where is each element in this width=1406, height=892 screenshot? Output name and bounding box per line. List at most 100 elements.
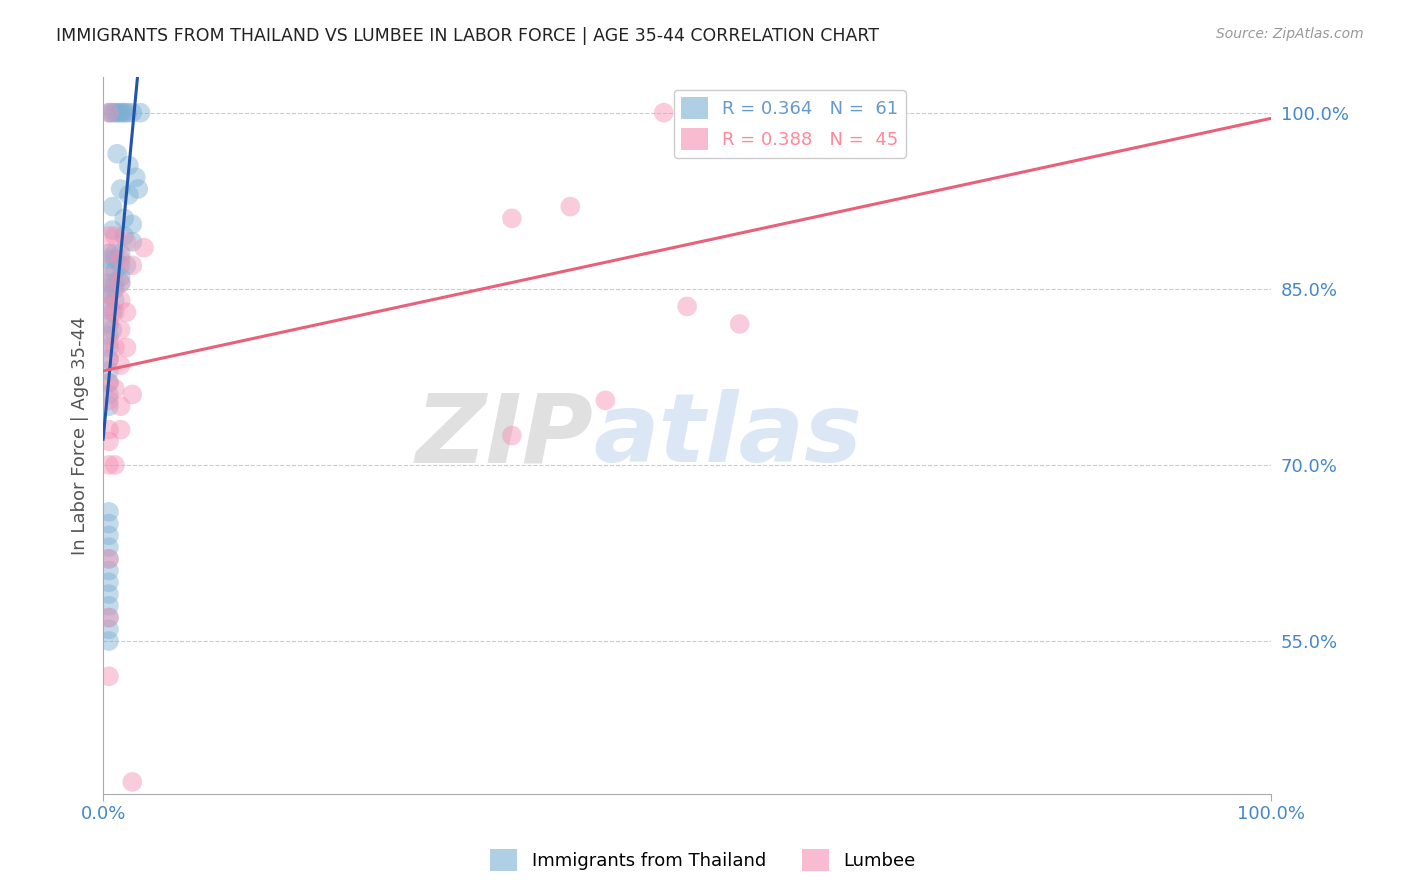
Point xyxy=(98,246,121,260)
Point xyxy=(98,282,121,296)
Point xyxy=(110,252,132,267)
Point xyxy=(501,211,523,226)
Point xyxy=(118,187,141,202)
Point xyxy=(98,105,121,120)
Point xyxy=(104,293,127,308)
Point xyxy=(98,575,121,590)
Point xyxy=(110,105,132,120)
Point xyxy=(98,610,121,624)
Point xyxy=(110,358,132,372)
Text: Source: ZipAtlas.com: Source: ZipAtlas.com xyxy=(1216,27,1364,41)
Point xyxy=(100,105,122,120)
Point xyxy=(98,299,121,313)
Point xyxy=(112,229,135,244)
Point xyxy=(104,458,127,472)
Point xyxy=(98,246,121,260)
Point xyxy=(111,105,134,120)
Point xyxy=(98,564,121,578)
Point xyxy=(107,105,129,120)
Point xyxy=(121,775,143,789)
Point xyxy=(98,276,121,290)
Point xyxy=(110,276,132,290)
Point xyxy=(98,270,121,285)
Point xyxy=(98,317,121,331)
Point xyxy=(110,423,132,437)
Point xyxy=(129,105,152,120)
Point xyxy=(98,317,121,331)
Text: IMMIGRANTS FROM THAILAND VS LUMBEE IN LABOR FORCE | AGE 35-44 CORRELATION CHART: IMMIGRANTS FROM THAILAND VS LUMBEE IN LA… xyxy=(56,27,879,45)
Point xyxy=(104,341,127,355)
Point xyxy=(676,299,699,313)
Legend: Immigrants from Thailand, Lumbee: Immigrants from Thailand, Lumbee xyxy=(482,842,924,879)
Point xyxy=(104,246,127,260)
Point xyxy=(98,399,121,413)
Point xyxy=(110,270,132,285)
Point xyxy=(98,423,121,437)
Point xyxy=(121,387,143,401)
Point xyxy=(110,258,132,272)
Point xyxy=(110,293,132,308)
Point xyxy=(121,258,143,272)
Point xyxy=(839,141,862,155)
Point xyxy=(728,317,751,331)
Point xyxy=(501,428,523,442)
Point xyxy=(595,393,617,408)
Point xyxy=(98,364,121,378)
Point xyxy=(104,276,127,290)
Point xyxy=(104,382,127,396)
Point xyxy=(101,200,124,214)
Point xyxy=(121,235,143,249)
Point xyxy=(110,276,132,290)
Point xyxy=(98,352,121,367)
Point xyxy=(652,105,675,120)
Point xyxy=(98,287,121,301)
Point xyxy=(115,235,138,249)
Text: atlas: atlas xyxy=(593,389,863,482)
Text: ZIP: ZIP xyxy=(416,389,593,482)
Point xyxy=(98,328,121,343)
Point xyxy=(98,540,121,554)
Point xyxy=(110,246,132,260)
Point xyxy=(98,610,121,624)
Point xyxy=(104,229,127,244)
Point xyxy=(98,376,121,390)
Point xyxy=(115,341,138,355)
Point xyxy=(118,159,141,173)
Point xyxy=(101,305,124,319)
Point xyxy=(121,217,143,231)
Point xyxy=(104,282,127,296)
Point xyxy=(132,241,155,255)
Point xyxy=(98,352,121,367)
Point xyxy=(127,182,149,196)
Point xyxy=(125,170,148,185)
Point xyxy=(110,399,132,413)
Point xyxy=(101,323,124,337)
Legend: R = 0.364   N =  61, R = 0.388   N =  45: R = 0.364 N = 61, R = 0.388 N = 45 xyxy=(673,90,905,158)
Point xyxy=(112,211,135,226)
Point xyxy=(98,299,121,313)
Point xyxy=(98,287,121,301)
Point xyxy=(104,264,127,278)
Point xyxy=(101,223,124,237)
Point xyxy=(98,341,121,355)
Point xyxy=(98,516,121,531)
Point xyxy=(98,229,121,244)
Point xyxy=(98,252,121,267)
Point xyxy=(105,146,128,161)
Point xyxy=(851,141,873,155)
Point xyxy=(110,323,132,337)
Point xyxy=(117,105,139,120)
Point xyxy=(98,458,121,472)
Point xyxy=(98,634,121,648)
Point xyxy=(560,200,582,214)
Point xyxy=(98,552,121,566)
Y-axis label: In Labor Force | Age 35-44: In Labor Force | Age 35-44 xyxy=(72,317,89,555)
Point xyxy=(98,528,121,542)
Point xyxy=(98,599,121,613)
Point xyxy=(98,505,121,519)
Point xyxy=(98,552,121,566)
Point xyxy=(110,182,132,196)
Point xyxy=(98,334,121,349)
Point xyxy=(98,622,121,636)
Point xyxy=(121,105,143,120)
